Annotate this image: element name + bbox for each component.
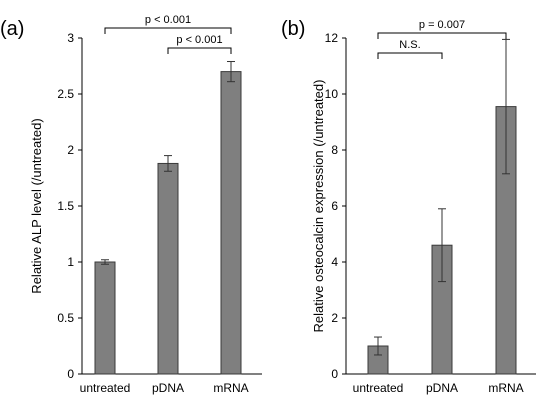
- significance-label: p < 0.001: [176, 34, 222, 46]
- bar-mrna: [220, 71, 242, 375]
- y-axis-label: Relative ALP level (/untreated): [29, 118, 44, 293]
- significance-bracket: [377, 52, 443, 59]
- x-tick-label: untreated: [80, 381, 131, 395]
- y-tick-label: 12: [325, 31, 339, 45]
- x-tick-label: pDNA: [152, 381, 184, 395]
- panel-b: (b) Relative osteocalcin expression (/un…: [281, 18, 536, 395]
- y-tick-label: 3: [67, 31, 74, 45]
- y-tick-label: 2: [67, 143, 74, 157]
- significance-brackets: p < 0.001 p < 0.001: [104, 14, 232, 54]
- y-tick-label: 2: [331, 311, 338, 325]
- significance-bracket: [377, 32, 507, 39]
- significance-bracket: [167, 47, 232, 54]
- y-tick-label: 1: [67, 255, 74, 269]
- significance-label: p < 0.001: [145, 14, 191, 26]
- y-tick-label: 4: [331, 255, 338, 269]
- panel-a: (a) Relative ALP level (/untreated) 0 0.5…: [0, 14, 262, 395]
- y-tick-label: 10: [325, 87, 339, 101]
- x-tick-labels: untreated pDNA mRNA: [353, 381, 524, 395]
- significance-label: N.S.: [399, 39, 420, 51]
- y-ticks: 0 0.5 1 1.5 2 2.5 3: [57, 31, 82, 381]
- y-ticks: 0 2 4 6 8 10 12: [325, 31, 346, 381]
- significance-brackets: p = 0.007 N.S.: [377, 19, 507, 59]
- y-tick-label: 0: [67, 367, 74, 381]
- x-tick-label: mRNA: [488, 381, 523, 395]
- x-tick-label: untreated: [353, 381, 404, 395]
- y-tick-label: 0: [331, 367, 338, 381]
- x-tick-label: mRNA: [213, 381, 248, 395]
- panel-label: (a): [0, 18, 24, 40]
- bar-untreated: [94, 261, 116, 375]
- y-tick-label: 6: [331, 199, 338, 213]
- x-tick-labels: untreated pDNA mRNA: [80, 381, 249, 395]
- significance-label: p = 0.007: [419, 19, 465, 31]
- panel-label: (b): [281, 18, 305, 40]
- x-tick-label: pDNA: [426, 381, 458, 395]
- y-tick-label: 0.5: [57, 311, 74, 325]
- y-tick-label: 2.5: [57, 87, 74, 101]
- significance-bracket: [104, 27, 232, 34]
- y-tick-label: 8: [331, 143, 338, 157]
- y-axis-label: Relative osteocalcin expression (/untrea…: [311, 80, 326, 333]
- bars: [94, 61, 242, 375]
- y-tick-label: 1.5: [57, 199, 74, 213]
- bars: [367, 38, 517, 375]
- bar-pdna: [157, 162, 179, 375]
